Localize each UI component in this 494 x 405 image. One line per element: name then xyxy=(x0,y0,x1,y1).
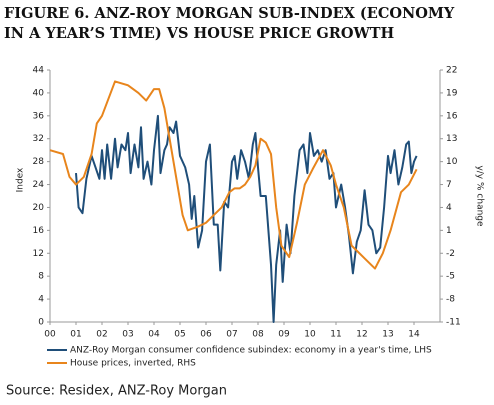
x-tick-label: 11 xyxy=(330,330,341,340)
y-tick-label: 0 xyxy=(38,318,44,328)
chart-title: IN A YEAR’S TIME) VS HOUSE PRICE GROWTH xyxy=(4,25,395,42)
x-tick-label: 05 xyxy=(174,330,185,340)
x-tick-label: 07 xyxy=(226,330,237,340)
y2-tick-label: 1 xyxy=(446,226,452,236)
y-tick-label: 44 xyxy=(33,66,45,76)
x-tick-label: 14 xyxy=(408,330,420,340)
y-axis-label: Index xyxy=(16,167,26,192)
y-tick-label: 16 xyxy=(33,226,45,236)
y-tick-label: 20 xyxy=(33,203,45,213)
y-tick-label: 12 xyxy=(33,249,44,259)
y-tick-label: 40 xyxy=(33,88,45,98)
y2-tick-label: 7 xyxy=(446,180,452,190)
y2-tick-label: 10 xyxy=(446,157,458,167)
y2-tick-label: -8 xyxy=(446,295,455,305)
y2-tick-label: 16 xyxy=(446,111,458,121)
y-tick-label: 32 xyxy=(33,134,44,144)
x-tick-label: 08 xyxy=(252,330,264,340)
x-tick-label: 01 xyxy=(70,330,81,340)
y2-tick-label: -2 xyxy=(446,249,455,259)
y-tick-label: 36 xyxy=(33,111,45,121)
source-note: Source: Residex, ANZ-Roy Morgan xyxy=(6,384,227,399)
x-tick-label: 13 xyxy=(382,330,393,340)
y2-tick-label: 22 xyxy=(446,66,457,76)
x-tick-label: 06 xyxy=(200,330,212,340)
x-tick-label: 03 xyxy=(122,330,133,340)
y2-tick-label: -5 xyxy=(446,272,455,282)
series-line xyxy=(75,114,418,323)
y2-tick-label: 13 xyxy=(446,134,457,144)
series-line xyxy=(49,80,418,270)
x-tick-label: 04 xyxy=(148,330,160,340)
y2-tick-label: 4 xyxy=(446,203,452,213)
y-tick-label: 4 xyxy=(38,295,44,305)
y2-axis-label: y/y % change xyxy=(475,165,485,227)
x-tick-label: 12 xyxy=(356,330,367,340)
y2-tick-label: 19 xyxy=(446,88,458,98)
x-tick-label: 10 xyxy=(304,330,316,340)
legend-label: House prices, inverted, RHS xyxy=(70,359,196,369)
legend-label: ANZ-Roy Morgan consumer confidence subin… xyxy=(70,346,432,356)
y2-tick-label: -11 xyxy=(446,318,461,328)
y-tick-label: 28 xyxy=(33,157,45,167)
x-tick-label: 00 xyxy=(44,330,56,340)
y-tick-label: 24 xyxy=(33,180,45,190)
x-tick-label: 02 xyxy=(96,330,107,340)
x-tick-label: 09 xyxy=(278,330,290,340)
chart-title: FIGURE 6. ANZ-ROY MORGAN SUB-INDEX (ECON… xyxy=(4,5,455,22)
y-tick-label: 8 xyxy=(38,272,44,282)
